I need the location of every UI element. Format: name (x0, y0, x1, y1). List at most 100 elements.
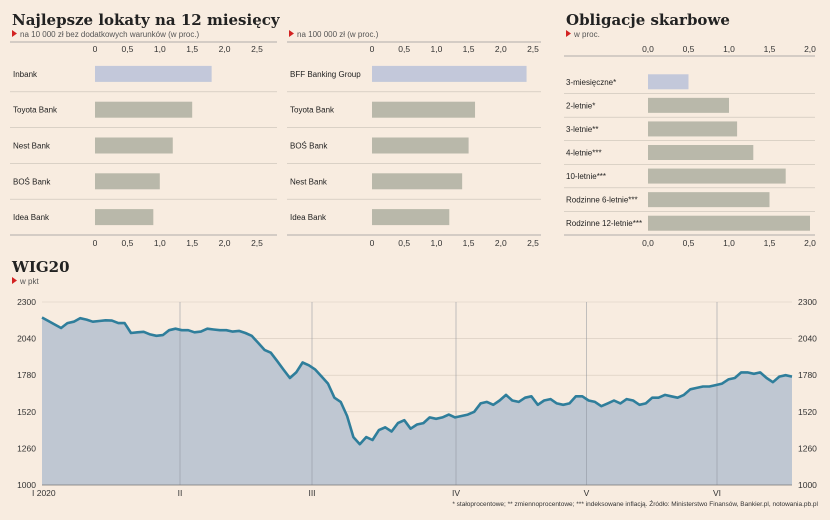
y-tick-label-right: 2300 (798, 297, 817, 307)
category-label: Nest Bank (13, 142, 51, 151)
tick-label-top: 2,0 (495, 44, 507, 54)
tick-label-top: 2,0 (804, 44, 816, 54)
tick-label-top: 0,5 (683, 44, 695, 54)
category-label: Rodzinne 12-letnie*** (566, 219, 642, 228)
x-tick-label: III (308, 488, 315, 498)
marker-icon (566, 30, 571, 37)
tick-label-top: 0 (93, 44, 98, 54)
tick-label-top: 0 (370, 44, 375, 54)
category-label: 2-letnie* (566, 101, 595, 110)
bar (95, 101, 193, 118)
bar (372, 209, 450, 226)
deposits-subtitle-1: na 10 000 zł bez dodatkowych warunków (w… (20, 30, 200, 39)
tick-label-top: 2,5 (527, 44, 539, 54)
bar-chart-1: 0 0 0,5 0,5 1,0 1,0 1,5 1,5 2,0 2,0 2,5 2,5 BFF Bank… (287, 41, 541, 248)
deposits-title: Najlepsze lokaty na 12 miesięcy (12, 11, 281, 29)
deposits-subtitle-2: na 100 000 zł (w proc.) (297, 30, 379, 39)
x-tick-label: IV (452, 488, 460, 498)
bar (648, 74, 689, 90)
category-label: Toyota Bank (290, 106, 335, 115)
marker-icon (12, 30, 17, 37)
category-label: Nest Bank (290, 177, 328, 186)
y-tick-label-right: 1780 (798, 370, 817, 380)
x-tick-label: I 2020 (32, 488, 56, 498)
bonds-title: Obligacje skarbowe (566, 11, 730, 29)
tick-label-bottom: 2,0 (495, 238, 507, 248)
bar (95, 137, 173, 154)
tick-label-bottom: 1,5 (764, 238, 776, 248)
category-label: Inbank (13, 70, 38, 79)
category-label: BFF Banking Group (290, 70, 361, 79)
tick-label-bottom: 2,5 (251, 238, 263, 248)
tick-label-top: 0,0 (642, 44, 654, 54)
tick-label-bottom: 2,0 (219, 238, 231, 248)
y-tick-label-left: 1000 (17, 480, 36, 490)
tick-label-bottom: 0 (370, 238, 375, 248)
wig20-area (42, 317, 792, 485)
bar-charts: 0 0 0,5 0,5 1,0 1,0 1,5 1,5 2,0 2,0 2,5 2,5 Inbank To… (10, 41, 816, 248)
x-tick-label: II (178, 488, 183, 498)
tick-label-bottom: 0,5 (121, 238, 133, 248)
category-label: Idea Bank (290, 213, 327, 222)
x-tick-label: V (584, 488, 590, 498)
wig20-line (41, 316, 793, 446)
y-tick-label-left: 1260 (17, 443, 36, 453)
footnote: * stałoprocentowe; ** zmiennoprocentowe;… (452, 499, 818, 508)
category-label: 3-letnie** (566, 125, 598, 134)
bonds-subtitle: w proc. (573, 30, 600, 39)
bar (95, 209, 154, 226)
tick-label-bottom: 0 (93, 238, 98, 248)
tick-label-bottom: 1,5 (463, 238, 475, 248)
tick-label-bottom: 0,0 (642, 238, 654, 248)
bar (95, 173, 160, 190)
tick-label-top: 1,0 (154, 44, 166, 54)
tick-label-top: 1,0 (723, 44, 735, 54)
category-label: Rodzinne 6-letnie*** (566, 196, 638, 205)
tick-label-top: 2,5 (251, 44, 263, 54)
category-label: BOŚ Bank (13, 177, 51, 186)
y-tick-label-right: 1000 (798, 480, 817, 490)
tick-label-top: 1,5 (186, 44, 198, 54)
bar (372, 137, 469, 154)
y-tick-label-right: 1260 (798, 443, 817, 453)
y-tick-label-left: 2040 (17, 334, 36, 344)
x-tick-label: VI (713, 488, 721, 498)
y-tick-label-left: 2300 (17, 297, 36, 307)
category-label: 3-miesięczne* (566, 78, 616, 87)
wig20-subtitle: w pkt (19, 277, 39, 286)
bar (372, 101, 476, 118)
tick-label-bottom: 0,5 (398, 238, 410, 248)
bar (648, 121, 738, 137)
category-label: Toyota Bank (13, 106, 58, 115)
tick-label-bottom: 0,5 (683, 238, 695, 248)
category-label: 4-letnie*** (566, 149, 602, 158)
category-label: Idea Bank (13, 213, 50, 222)
tick-label-top: 0,5 (121, 44, 133, 54)
tick-label-bottom: 1,0 (430, 238, 442, 248)
y-tick-label-left: 1780 (17, 370, 36, 380)
marker-icon (289, 30, 294, 37)
tick-label-bottom: 1,0 (723, 238, 735, 248)
category-label: BOŚ Bank (290, 142, 328, 151)
marker-icon (12, 277, 17, 284)
bar-chart-2: 0,0 0,0 0,5 0,5 1,0 1,0 1,5 1,5 2,0 2,0 3-miesięcz… (564, 44, 816, 248)
tick-label-top: 2,0 (219, 44, 231, 54)
bar-chart-0: 0 0 0,5 0,5 1,0 1,0 1,5 1,5 2,0 2,0 2,5 2,5 Inbank To… (10, 41, 277, 248)
y-tick-label-left: 1520 (17, 407, 36, 417)
bar (372, 65, 527, 82)
tick-label-bottom: 1,0 (154, 238, 166, 248)
bar (95, 65, 212, 82)
bar (648, 145, 754, 160)
tick-label-bottom: 2,0 (804, 238, 816, 248)
wig20-title: WIG20 (11, 258, 70, 276)
y-tick-label-right: 2040 (798, 334, 817, 344)
tick-label-top: 1,0 (430, 44, 442, 54)
category-label: 10-letnie*** (566, 172, 606, 181)
tick-label-top: 0,5 (398, 44, 410, 54)
bar (648, 215, 810, 231)
bar (648, 97, 729, 113)
bar (648, 168, 786, 184)
bar (372, 173, 463, 190)
tick-label-top: 1,5 (463, 44, 475, 54)
